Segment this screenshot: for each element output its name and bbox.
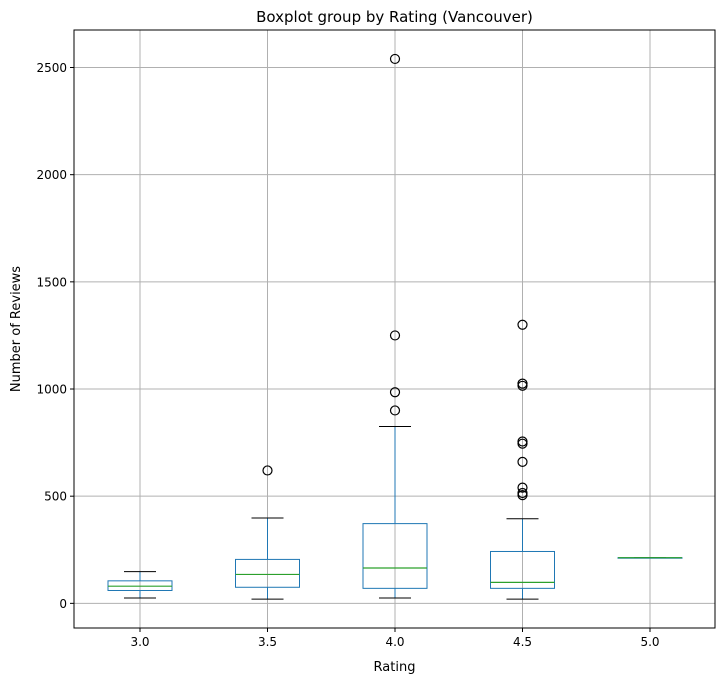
box-layer — [107, 53, 683, 600]
y-axis-label: Number of Reviews — [9, 266, 24, 392]
box-group-4-0 — [362, 53, 428, 599]
x-tick-label: 3.0 — [130, 635, 149, 649]
outlier-point — [517, 319, 528, 330]
outlier-point — [517, 487, 528, 499]
x-tick-label: 5.0 — [640, 635, 659, 649]
outlier-point — [517, 482, 528, 493]
x-tick-label: 3.5 — [258, 635, 277, 649]
y-tick-label: 1500 — [36, 275, 67, 289]
outlier-point — [517, 436, 528, 447]
box-group-5-0 — [617, 557, 683, 559]
x-axis-label: Rating — [374, 660, 416, 675]
grid-layer — [74, 30, 715, 628]
box-group-4-5 — [490, 319, 555, 600]
x-tick-label: 4.0 — [385, 635, 404, 649]
outlier-point — [517, 378, 528, 389]
outlier-point — [262, 465, 273, 476]
box-group-3-0 — [107, 571, 173, 599]
y-tick-label: 2500 — [36, 61, 67, 75]
tick-layer: 0 500 1000 1500 2000 2500 3.0 3.5 4.0 4.5 5.0 — [36, 61, 659, 649]
iqr-box — [362, 523, 428, 589]
iqr-box — [490, 550, 555, 589]
y-tick-label: 0 — [59, 597, 67, 611]
y-tick-label: 500 — [44, 490, 67, 504]
y-tick-label: 2000 — [36, 168, 67, 182]
iqr-box — [235, 558, 300, 588]
chart-title: Boxplot group by Rating (Vancouver) — [256, 8, 533, 26]
outlier-point — [389, 330, 401, 341]
x-tick-label: 4.5 — [513, 635, 532, 649]
box-group-3-5 — [235, 465, 300, 600]
outlier-point — [389, 53, 401, 65]
y-tick-label: 1000 — [36, 383, 67, 397]
outlier-point — [517, 456, 528, 467]
outlier-point — [389, 405, 401, 416]
outlier-point — [389, 387, 401, 398]
